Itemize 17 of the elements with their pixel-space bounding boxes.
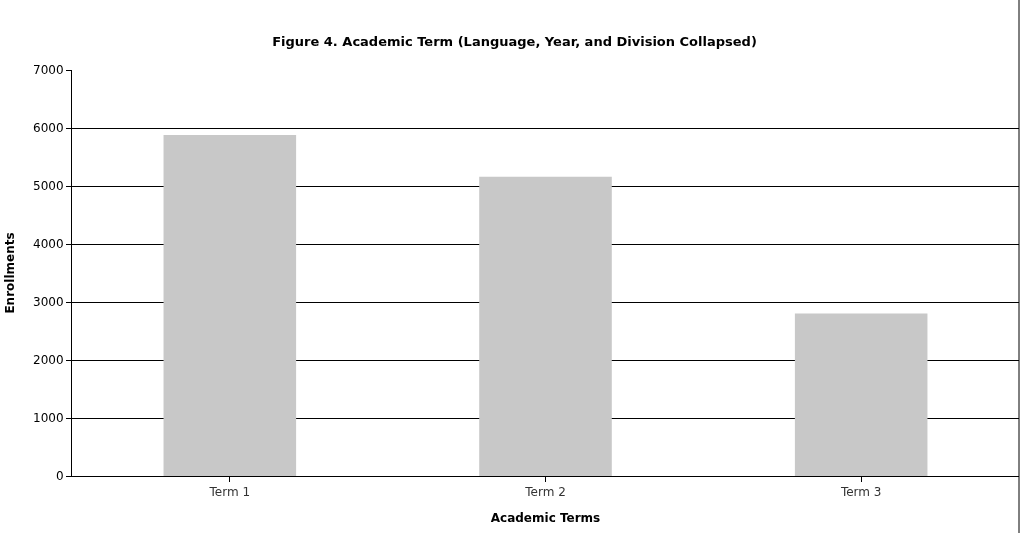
y-tick-label: 7000 (33, 63, 64, 78)
y-tick-label: 2000 (33, 353, 64, 368)
y-tick-label: 3000 (33, 295, 64, 310)
bar (479, 176, 612, 476)
y-tick-label: 4000 (33, 237, 64, 252)
y-axis-title: Enrollments (3, 232, 18, 314)
y-tick-label: 1000 (33, 411, 64, 426)
bar (794, 313, 928, 476)
x-tick-label: Term 3 (839, 485, 882, 500)
bar (163, 134, 297, 476)
x-tick-label: Term 2 (524, 485, 566, 500)
y-tick-label: 0 (55, 469, 64, 484)
chart-title: Figure 4. Academic Term (Language, Year, and Division Collapsed) (272, 34, 757, 50)
y-tick-label: 6000 (33, 121, 64, 136)
x-tick-label: Term 1 (208, 485, 251, 500)
y-tick-label: 5000 (33, 179, 64, 194)
x-axis-title: Academic Terms (490, 511, 601, 526)
